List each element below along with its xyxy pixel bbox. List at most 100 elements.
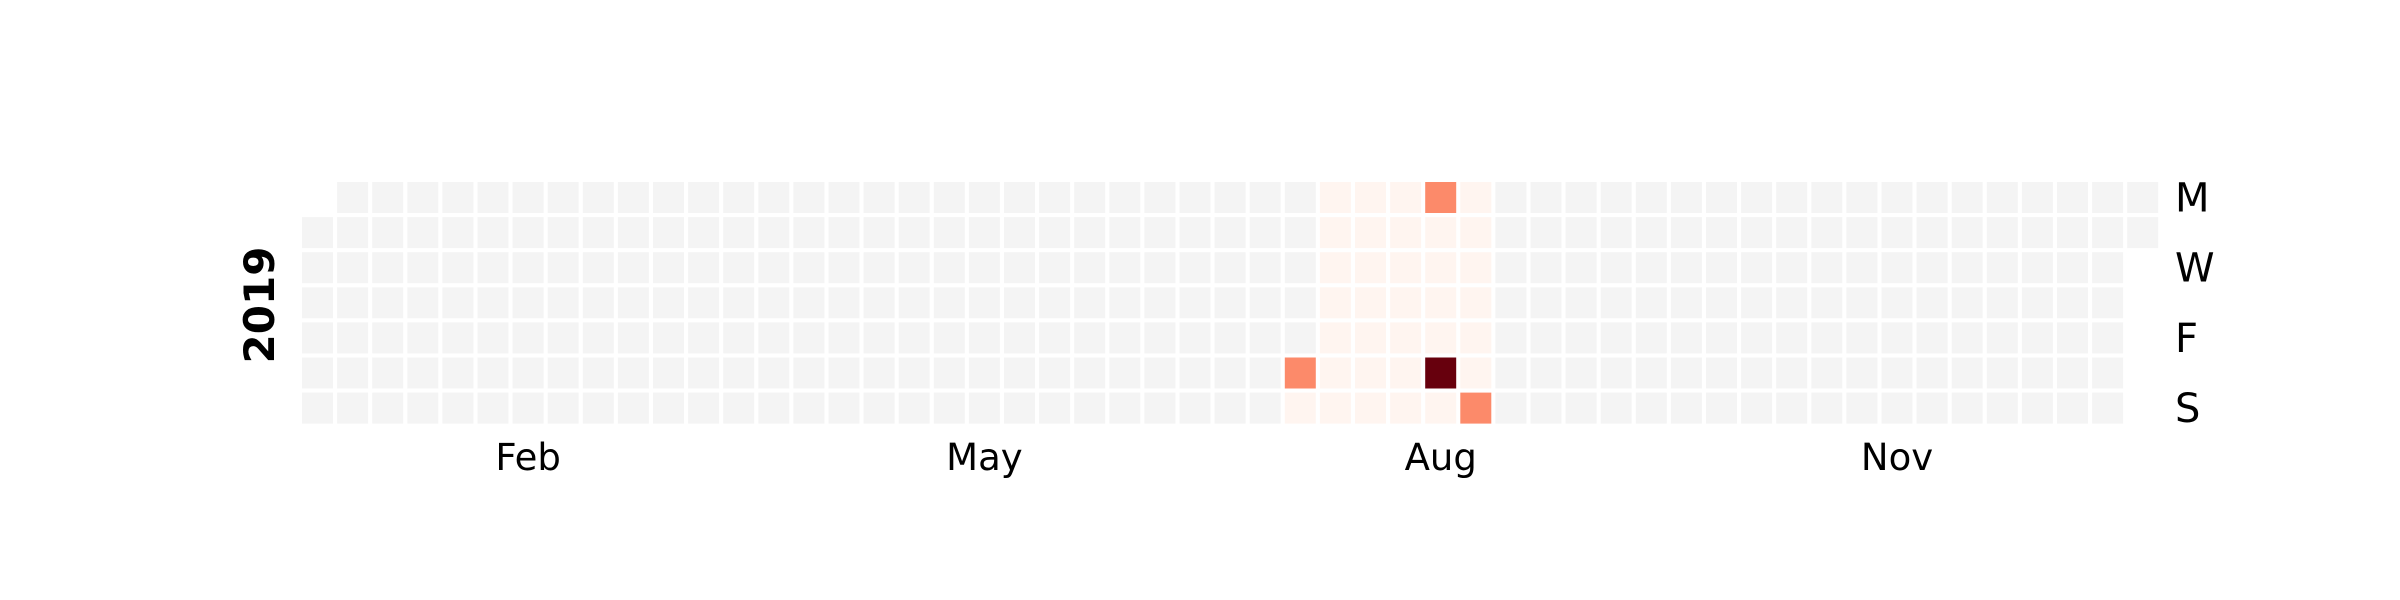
heatmap-cell-2019-12-16	[2057, 182, 2088, 213]
heatmap-cell-2019-11-26	[1951, 217, 1983, 249]
heatmap-cell-2019-11-16	[1881, 357, 1913, 389]
heatmap-cell-2019-07-18	[1284, 287, 1316, 319]
heatmap-cell-2019-07-29	[1355, 182, 1386, 213]
heatmap-cell-2019-11-21	[1916, 287, 1948, 319]
heatmap-cell-2019-04-27	[863, 357, 895, 389]
heatmap-cell-2019-10-01	[1670, 217, 1702, 249]
heatmap-cell-2019-01-30	[442, 252, 474, 284]
heatmap-cell-2019-08-12	[1425, 182, 1457, 213]
heatmap-cell-2019-06-05	[1074, 252, 1106, 284]
heatmap-cell-2019-04-30	[898, 217, 930, 249]
heatmap-cell-2019-01-05	[302, 357, 333, 389]
heatmap-cell-2019-01-22	[407, 217, 439, 249]
heatmap-cell-2019-07-15	[1284, 182, 1316, 213]
heatmap-cell-2019-10-13	[1706, 392, 1737, 424]
heatmap-cell-2019-01-21	[407, 182, 439, 213]
heatmap-cell-2019-08-18	[1425, 392, 1457, 424]
heatmap-cell-2019-04-02	[758, 217, 790, 249]
heatmap-cell-2019-12-07	[1986, 357, 2018, 389]
heatmap-cell-2019-10-22	[1776, 217, 1808, 249]
heatmap-cell-2019-02-02	[442, 357, 474, 389]
heatmap-cell-2019-07-26	[1319, 322, 1351, 354]
heatmap-cell-2019-06-17	[1144, 182, 1176, 213]
heatmap-cell-2019-09-11	[1565, 252, 1597, 284]
heatmap-cell-2019-07-23	[1319, 217, 1351, 249]
heatmap-cell-2019-01-12	[337, 357, 369, 389]
heatmap-cell-2019-05-15	[968, 252, 1000, 284]
heatmap-cell-2019-05-01	[898, 252, 930, 284]
heatmap-cell-2019-12-19	[2057, 287, 2088, 319]
heatmap-cell-2019-10-29	[1811, 217, 1843, 249]
heatmap-cell-2019-11-03	[1811, 392, 1843, 424]
heatmap-cell-2019-01-27	[407, 392, 439, 424]
heatmap-cell-2019-02-05	[477, 217, 509, 249]
heatmap-cell-2019-07-12	[1249, 322, 1281, 354]
heatmap-cell-2019-08-15	[1425, 287, 1457, 319]
heatmap-cell-2019-08-29	[1495, 287, 1527, 319]
heatmap-cell-2019-09-17	[1600, 217, 1632, 249]
month-label-feb: Feb	[495, 436, 561, 479]
heatmap-cell-2019-02-14	[512, 287, 544, 319]
heatmap-cell-2019-07-24	[1319, 252, 1351, 284]
heatmap-cell-2019-12-12	[2021, 287, 2053, 319]
heatmap-cell-2019-12-10	[2021, 217, 2053, 249]
heatmap-cell-2019-05-21	[1004, 217, 1035, 249]
heatmap-cell-2019-02-11	[512, 182, 544, 213]
heatmap-cell-2019-12-03	[1986, 217, 2018, 249]
heatmap-cell-2019-11-14	[1881, 287, 1913, 319]
heatmap-cell-2019-01-18	[372, 322, 404, 354]
heatmap-cell-2019-10-28	[1811, 182, 1843, 213]
heatmap-cell-2019-03-09	[617, 357, 649, 389]
heatmap-cell-2019-03-27	[723, 252, 755, 284]
heatmap-cell-2019-10-24	[1776, 287, 1808, 319]
heatmap-cell-2019-04-24	[863, 252, 895, 284]
heatmap-cell-2019-08-26	[1495, 182, 1527, 213]
heatmap-cell-2019-03-15	[653, 322, 684, 354]
heatmap-cell-2019-03-22	[688, 322, 720, 354]
heatmap-cell-2019-11-06	[1846, 252, 1878, 284]
heatmap-cell-2019-03-12	[653, 217, 684, 249]
heatmap-cell-2019-01-19	[372, 357, 404, 389]
heatmap-cell-2019-06-25	[1179, 217, 1211, 249]
heatmap-cell-2019-09-27	[1635, 322, 1667, 354]
heatmap-cell-2019-08-14	[1425, 252, 1457, 284]
heatmap-cell-2019-12-02	[1986, 182, 2018, 213]
heatmap-cell-2019-11-19	[1916, 217, 1948, 249]
heatmap-cell-2019-09-04	[1530, 252, 1562, 284]
heatmap-cell-2019-01-01	[302, 217, 333, 249]
heatmap-cell-2019-02-23	[547, 357, 579, 389]
heatmap-cell-2019-03-10	[617, 392, 649, 424]
year-label: 2019	[235, 247, 284, 364]
heatmap-cell-2019-01-25	[407, 322, 439, 354]
heatmap-cell-2019-10-05	[1670, 357, 1702, 389]
heatmap-cell-2019-07-21	[1284, 392, 1316, 424]
heatmap-cell-2019-04-18	[828, 287, 860, 319]
day-label-w: W	[2175, 246, 2215, 292]
heatmap-cell-2019-10-27	[1776, 392, 1808, 424]
heatmap-cell-2019-10-20	[1741, 392, 1773, 424]
heatmap-cell-2019-04-21	[828, 392, 860, 424]
heatmap-cell-2019-11-27	[1951, 252, 1983, 284]
heatmap-cell-2019-07-25	[1319, 287, 1351, 319]
heatmap-cell-2019-04-17	[828, 252, 860, 284]
heatmap-cell-2019-10-14	[1741, 182, 1773, 213]
heatmap-cell-2019-05-22	[1004, 252, 1035, 284]
heatmap-cell-2019-12-21	[2057, 357, 2088, 389]
heatmap-cell-2019-02-03	[442, 392, 474, 424]
heatmap-cell-2019-12-24	[2092, 217, 2124, 249]
heatmap-cell-2019-06-06	[1074, 287, 1106, 319]
heatmap-cell-2019-02-01	[442, 322, 474, 354]
heatmap-cell-2019-04-08	[793, 182, 825, 213]
heatmap-cell-2019-11-01	[1811, 322, 1843, 354]
heatmap-cell-2019-04-10	[793, 252, 825, 284]
heatmap-cell-2019-04-04	[758, 287, 790, 319]
heatmap-cell-2019-01-07	[337, 182, 369, 213]
heatmap-cell-2019-09-16	[1600, 182, 1632, 213]
heatmap-cell-2019-08-31	[1495, 357, 1527, 389]
heatmap-cell-2019-07-06	[1214, 357, 1246, 389]
heatmap-cell-2019-03-20	[688, 252, 720, 284]
heatmap-cell-2019-01-03	[302, 287, 333, 319]
heatmap-cell-2019-04-19	[828, 322, 860, 354]
heatmap-cell-2019-03-19	[688, 217, 720, 249]
